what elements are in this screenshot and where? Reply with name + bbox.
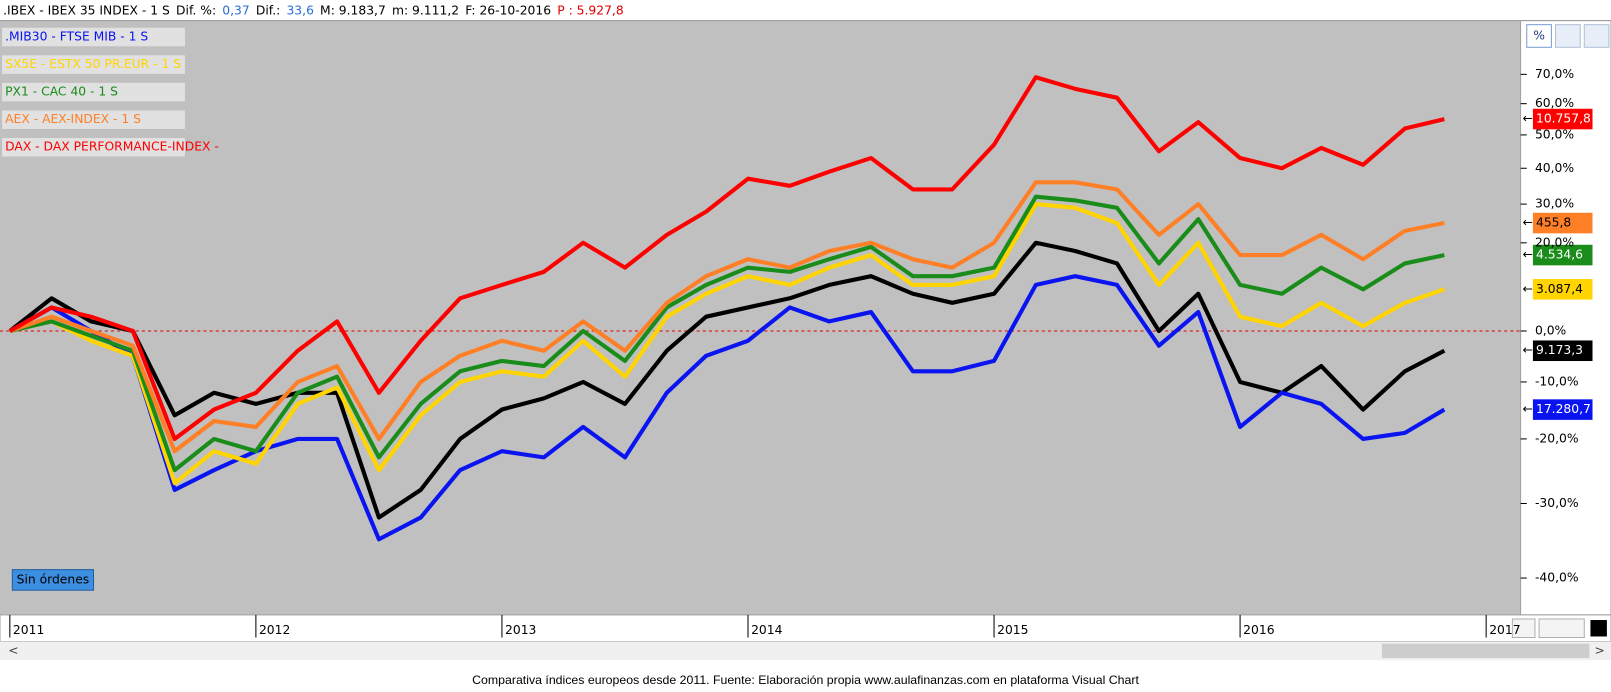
end-label: 455,8 [1536,216,1571,230]
legend-label: .MIB30 - FTSE MIB - 1 S [5,30,148,44]
y-tick-label: -30,0% [1535,496,1579,510]
percent-button[interactable] [1526,24,1552,48]
x-tick-label: 2013 [505,623,536,637]
series-line [9,194,1445,473]
orders-button[interactable] [11,569,95,591]
plot [0,75,1521,542]
x-tick-label: 2011 [13,623,44,637]
end-label-box [1532,279,1593,300]
header-field: F: 26-10-2016 [465,3,551,17]
caption: Comparativa índices europeos desde 2011.… [472,673,1139,687]
end-arrow: ← [1523,402,1533,416]
end-label-box [1532,340,1593,362]
color-button[interactable] [1590,620,1607,637]
end-label: 3.087,4 [1536,282,1583,296]
legend-box [2,82,185,102]
end-arrow: ← [1523,248,1533,262]
series-line [8,274,1446,542]
x-tick-label: 2015 [997,623,1028,637]
end-label: 17.280,7 [1536,402,1591,416]
header-field: P : 5.927,8 [557,3,623,17]
y-tick-label: 70,0% [1535,67,1574,81]
series-line [9,202,1446,486]
tool-button[interactable] [1555,24,1581,48]
y-tick-label: 30,0% [1535,197,1574,211]
scrollbar[interactable] [0,641,1611,661]
x-tick-label: 2016 [1243,623,1275,637]
end-arrow: ← [1523,282,1533,296]
scroll-thumb[interactable] [1381,643,1590,659]
legend-label: DAX - DAX PERFORMANCE-INDEX - [5,140,219,154]
y-tick-label: 60,0% [1535,96,1574,110]
end-label-box [1532,399,1593,420]
end-label: 4.534,6 [1536,248,1583,262]
series-line [8,75,1445,442]
percent-icon[interactable]: % [1533,28,1545,42]
header-field: 0,37 [222,3,249,17]
overlay: .MIB30 - FTSE MIB - 1 S SX5E - ESTX 50 PR… [2,27,1593,420]
end-label: 10.757,8 [1536,112,1591,126]
orders-button-label[interactable]: Sin órdenes [17,572,90,586]
scroll-left[interactable]: < [8,643,18,657]
header-field: Dif. %: [176,3,216,17]
header-field: 33,6 [286,3,314,17]
legend-label: AEX - AEX-INDEX - 1 S [5,112,141,126]
end-arrow: ← [1523,216,1533,230]
legend-box [2,27,185,47]
y-tick-label: -20,0% [1535,431,1579,445]
end-label-box [1532,212,1593,234]
header-field: M: 9.183,7 [320,3,386,17]
end-label: 9.173,3 [1536,343,1583,357]
plot-area [0,20,1521,615]
legend-box [2,137,185,157]
series-line [9,180,1445,454]
y-tick-label: 50,0% [1535,127,1574,141]
y-tick-label: 40,0% [1535,161,1574,175]
x-tick-label: 2017 [1489,623,1520,637]
legend-box [2,55,185,74]
tool-button[interactable] [1583,24,1610,48]
x-tick-label: 2014 [751,623,783,637]
y-tick-label: -10,0% [1535,374,1579,388]
end-arrow: ← [1523,343,1533,357]
y-tick-label: 20,0% [1535,235,1574,249]
y-tick-label: -40,0% [1535,571,1579,585]
y-tick-label: 0,0% [1535,323,1567,337]
x-tick-label: 2012 [259,623,290,637]
end-arrow: ← [1523,112,1533,126]
header: .IBEX - IBEX 35 INDEX - 1 S Dif. %: 0,37 Di… [3,3,624,17]
end-label-box [1532,108,1593,130]
legend-label: PX1 - CAC 40 - 1 S [5,85,118,99]
zoom-button[interactable] [1538,618,1585,639]
legend-label: SX5E - ESTX 50 PR.EUR - 1 S [5,57,181,71]
zoom-button[interactable] [1511,618,1536,639]
series-line [8,240,1446,520]
header-field: m: 9.111,2 [392,3,459,17]
header-symbol: .IBEX - IBEX 35 INDEX - 1 S [3,3,170,17]
scroll-right[interactable]: > [1595,643,1605,657]
header-field: Dif.: [256,3,280,17]
end-label-box [1532,244,1593,266]
x-axis-panel [0,614,1611,643]
legend-box [2,110,185,129]
